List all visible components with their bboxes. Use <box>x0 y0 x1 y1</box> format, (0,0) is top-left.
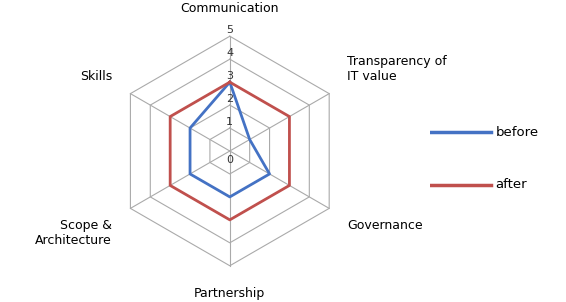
Text: 5: 5 <box>226 25 233 35</box>
Point <box>427 130 434 134</box>
Text: 3: 3 <box>226 71 233 81</box>
Text: 4: 4 <box>226 48 233 58</box>
Point <box>488 183 495 187</box>
Text: Scope &
Architecture: Scope & Architecture <box>35 219 112 247</box>
Text: Skills: Skills <box>80 70 112 83</box>
Point <box>427 183 434 187</box>
Text: after: after <box>495 178 527 191</box>
Text: Transparency of
IT value: Transparency of IT value <box>348 55 447 83</box>
Text: Governance: Governance <box>348 219 423 232</box>
Text: Partnership: Partnership <box>194 287 265 300</box>
Text: 0: 0 <box>226 155 233 165</box>
Text: 2: 2 <box>226 94 233 104</box>
Point <box>488 130 495 134</box>
Text: Communication: Communication <box>181 2 279 15</box>
Text: before: before <box>495 126 538 139</box>
Text: 1: 1 <box>226 117 233 127</box>
